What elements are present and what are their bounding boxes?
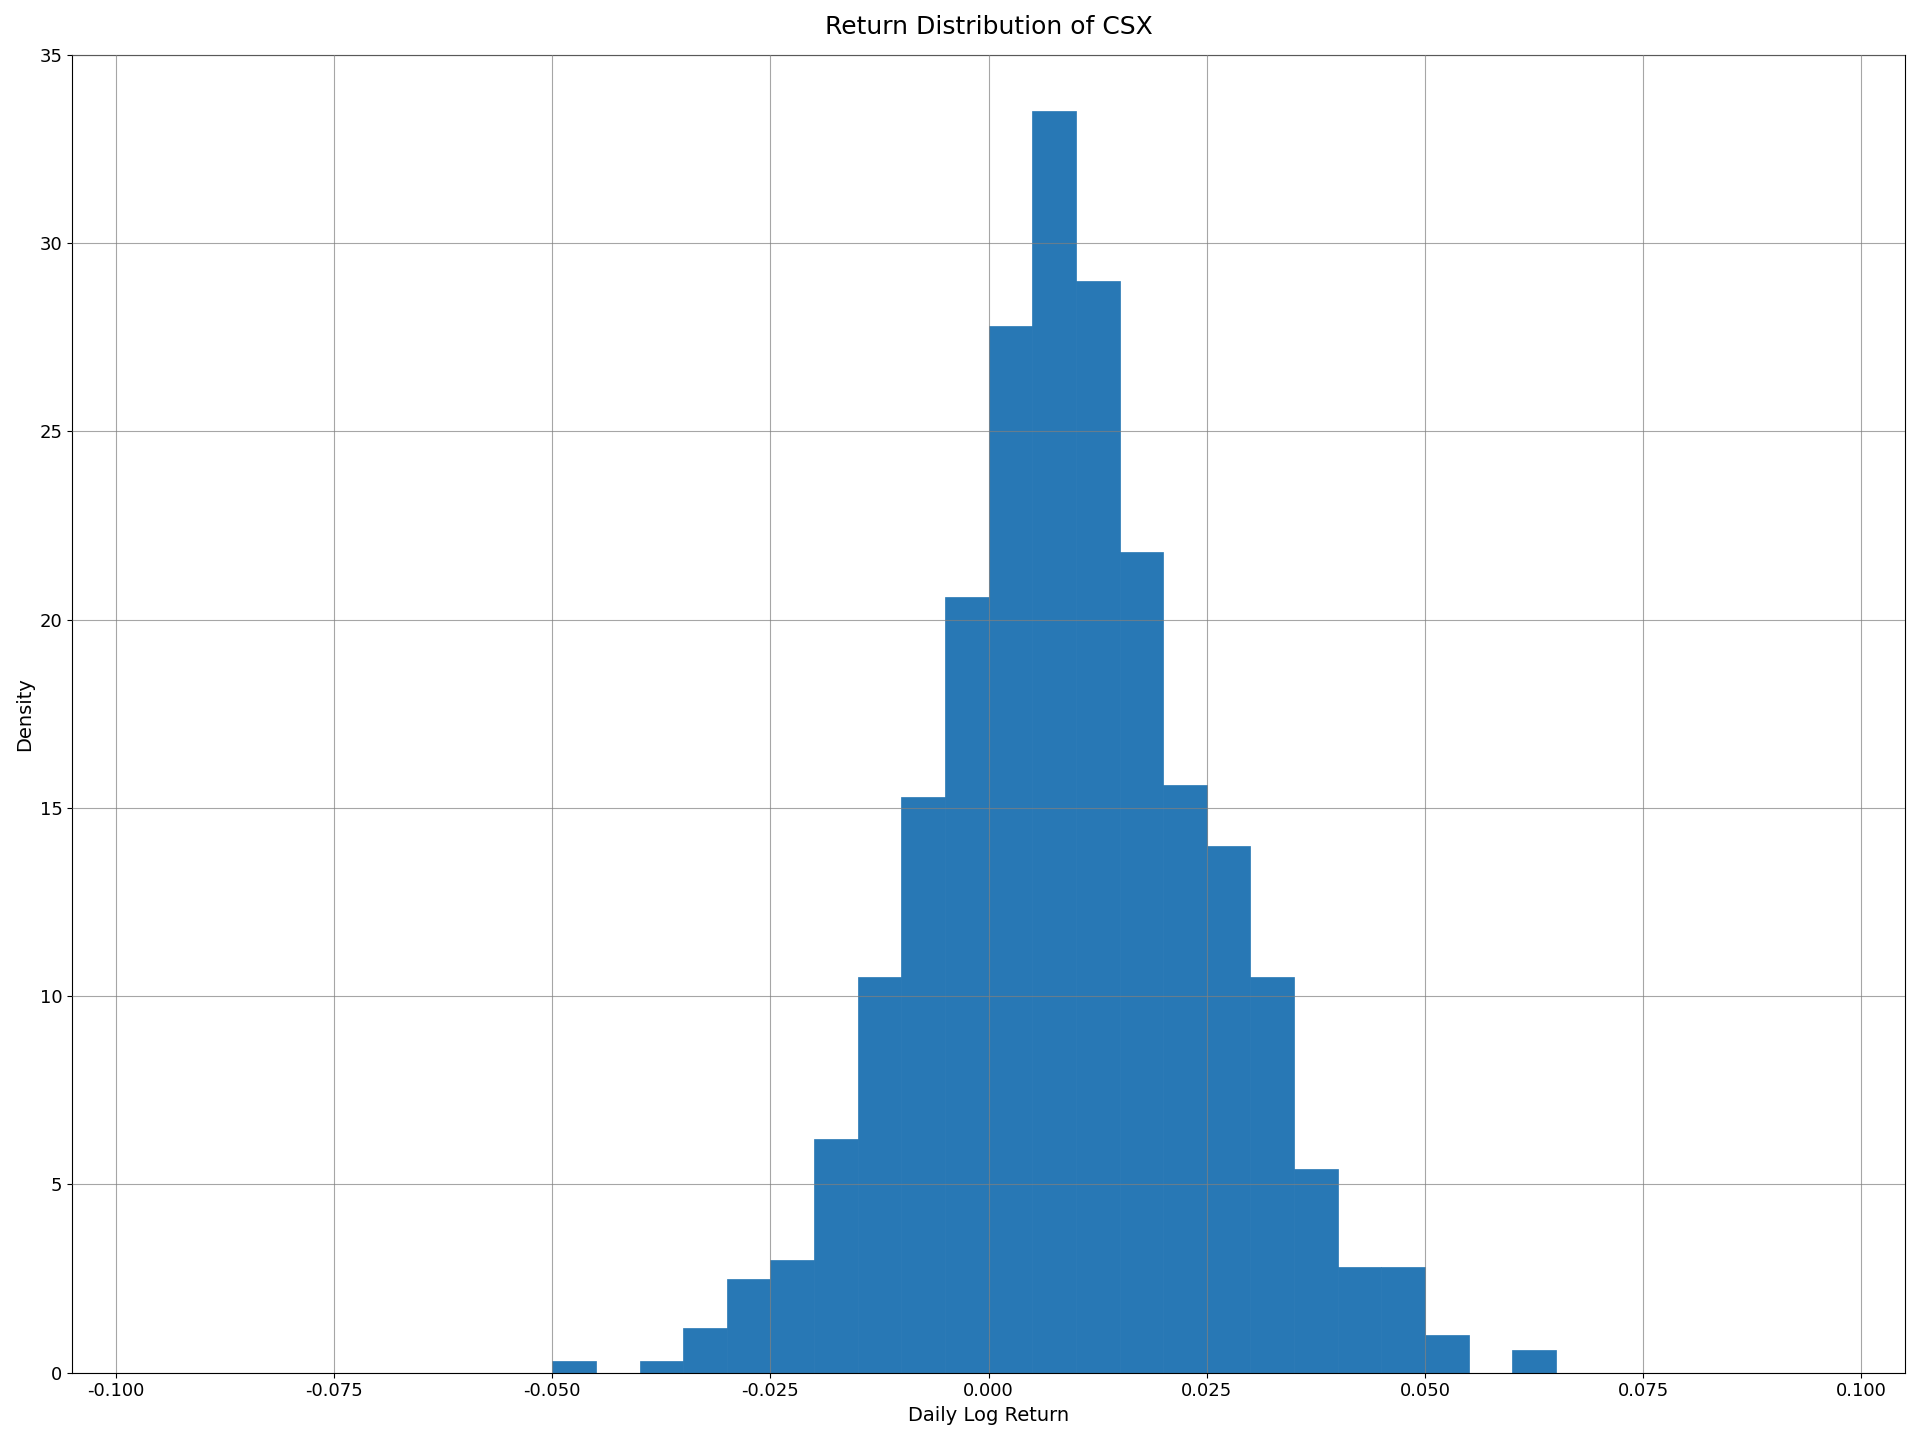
Bar — [814, 1139, 858, 1372]
Bar — [770, 1260, 814, 1372]
Bar — [1208, 845, 1250, 1372]
Bar — [639, 1361, 684, 1372]
Bar — [553, 1361, 595, 1372]
Bar — [728, 1279, 770, 1372]
Bar — [1513, 1351, 1555, 1372]
X-axis label: Daily Log Return: Daily Log Return — [908, 1405, 1069, 1426]
Bar — [1119, 552, 1164, 1372]
Bar — [1425, 1335, 1469, 1372]
Bar — [989, 325, 1033, 1372]
Bar — [684, 1328, 728, 1372]
Bar — [1033, 111, 1075, 1372]
Bar — [1294, 1169, 1338, 1372]
Bar — [1164, 785, 1208, 1372]
Bar — [1380, 1267, 1425, 1372]
Title: Return Distribution of CSX: Return Distribution of CSX — [826, 14, 1152, 39]
Bar — [858, 978, 900, 1372]
Y-axis label: Density: Density — [15, 677, 35, 750]
Bar — [1338, 1267, 1380, 1372]
Bar — [1250, 978, 1294, 1372]
Bar — [900, 796, 945, 1372]
Bar — [1075, 281, 1119, 1372]
Bar — [945, 598, 989, 1372]
